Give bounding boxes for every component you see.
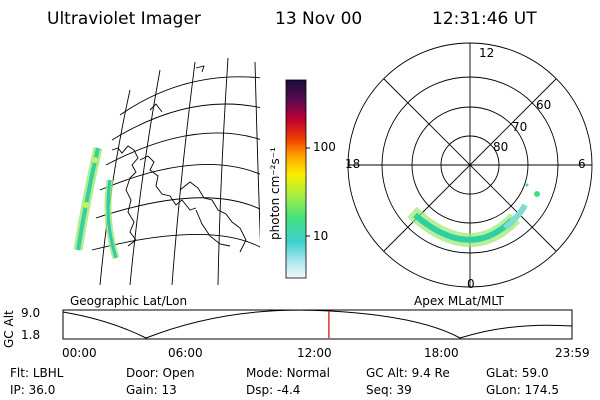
geographic-map bbox=[73, 57, 260, 285]
info-ip: IP: 36.0 bbox=[10, 383, 56, 397]
date-label: 13 Nov 00 bbox=[275, 9, 363, 29]
info-door: Door: Open bbox=[126, 366, 195, 380]
info-dsp: Dsp: -4.4 bbox=[246, 383, 301, 397]
colorbar-unit-label: photon cm⁻²s⁻¹ bbox=[268, 147, 282, 240]
mlt-label-6: 6 bbox=[578, 157, 586, 171]
right-panel-caption: Apex MLat/MLT bbox=[414, 294, 504, 308]
timeline-xtick-1800: 18:00 bbox=[424, 346, 459, 360]
timeline-axis-label: GC Alt bbox=[2, 310, 16, 348]
info-flt: Flt: LBHL bbox=[10, 366, 64, 380]
timeline-xtick-1200: 12:00 bbox=[297, 346, 332, 360]
colorbar bbox=[285, 79, 310, 279]
timeline-xtick-0000: 00:00 bbox=[62, 346, 97, 360]
left-panel-caption: Geographic Lat/Lon bbox=[70, 294, 188, 308]
timeline-xtick-2359: 23:59 bbox=[555, 346, 590, 360]
altitude-timeline bbox=[62, 309, 573, 340]
timeline-ytick-high: 9.0 bbox=[21, 306, 41, 320]
colorbar-tick-10: 10 bbox=[313, 229, 329, 243]
info-gain: Gain: 13 bbox=[126, 383, 177, 397]
app-title: Ultraviolet Imager bbox=[47, 9, 201, 29]
info-glat: GLat: 59.0 bbox=[486, 366, 549, 380]
timeline-ytick-low: 1.8 bbox=[21, 328, 41, 342]
mlat-label-80: 80 bbox=[493, 140, 509, 154]
mlt-label-18: 18 bbox=[345, 157, 361, 171]
colorbar-tick-100: 100 bbox=[313, 140, 336, 154]
time-label: 12:31:46 UT bbox=[432, 9, 537, 29]
mlat-label-60: 60 bbox=[536, 98, 552, 112]
polar-plot bbox=[347, 42, 593, 288]
timeline-xtick-0600: 06:00 bbox=[168, 346, 203, 360]
info-glon: GLon: 174.5 bbox=[486, 383, 559, 397]
info-seq: Seq: 39 bbox=[366, 383, 412, 397]
mlt-label-12: 12 bbox=[479, 46, 495, 60]
info-gc-alt: GC Alt: 9.4 Re bbox=[366, 366, 450, 380]
mlt-label-0: 0 bbox=[467, 277, 475, 291]
mlat-label-70: 70 bbox=[512, 120, 528, 134]
info-mode: Mode: Normal bbox=[246, 366, 330, 380]
